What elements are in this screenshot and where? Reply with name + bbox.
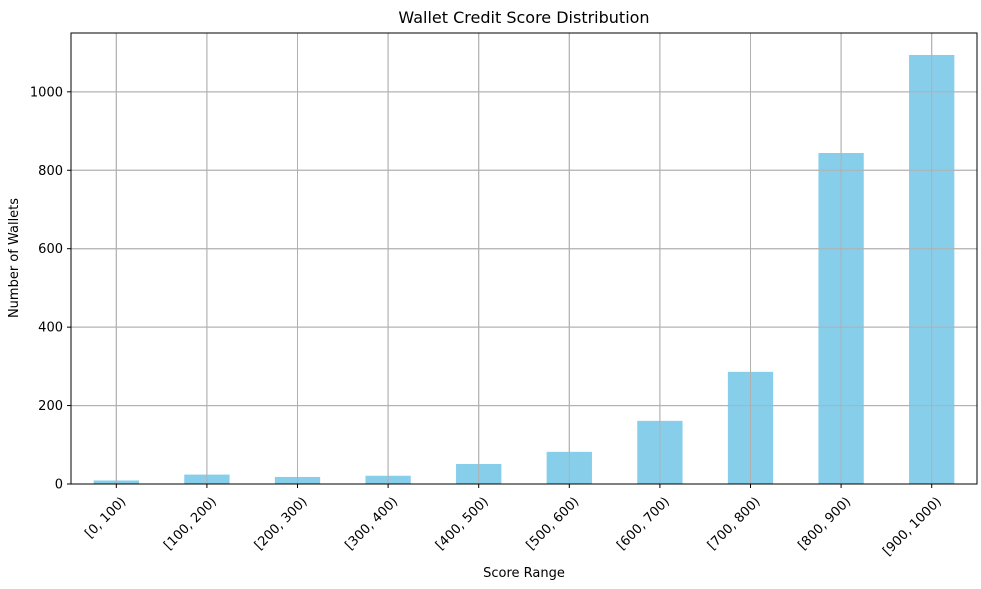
x-tick-label: [100, 200) xyxy=(161,494,220,553)
y-tick-label: 200 xyxy=(38,399,63,414)
chart-title: Wallet Credit Score Distribution xyxy=(398,8,649,27)
x-tick-label: [900, 1000) xyxy=(880,494,945,559)
y-ticks: 0 200 400 600 800 1000 xyxy=(30,85,71,493)
x-tick-label: [500, 600) xyxy=(524,494,583,553)
x-tick-label: [400, 500) xyxy=(433,494,492,553)
x-tick-label: [700, 800) xyxy=(705,494,764,553)
axes xyxy=(70,32,978,485)
y-axis-label: Number of Wallets xyxy=(7,198,22,318)
bars xyxy=(71,33,977,485)
x-axis-label: Score Range xyxy=(483,566,565,581)
x-tick-label: [800, 900) xyxy=(795,494,854,553)
y-tick-label: 400 xyxy=(38,321,63,336)
y-tick-label: 800 xyxy=(38,164,63,179)
y-tick-label: 1000 xyxy=(30,85,63,100)
y-tick-label: 0 xyxy=(55,478,63,493)
y-tick-label: 600 xyxy=(38,242,63,257)
x-tick-label: [300, 400) xyxy=(342,494,401,553)
x-tick-label: [0, 100) xyxy=(82,494,129,541)
x-tick-label: [600, 700) xyxy=(614,494,673,553)
x-ticks: [0, 100) [100, 200) [200, 300) [300, 400) [4… xyxy=(82,484,945,559)
plot-frame xyxy=(70,32,978,485)
x-tick-label: [200, 300) xyxy=(252,494,311,553)
